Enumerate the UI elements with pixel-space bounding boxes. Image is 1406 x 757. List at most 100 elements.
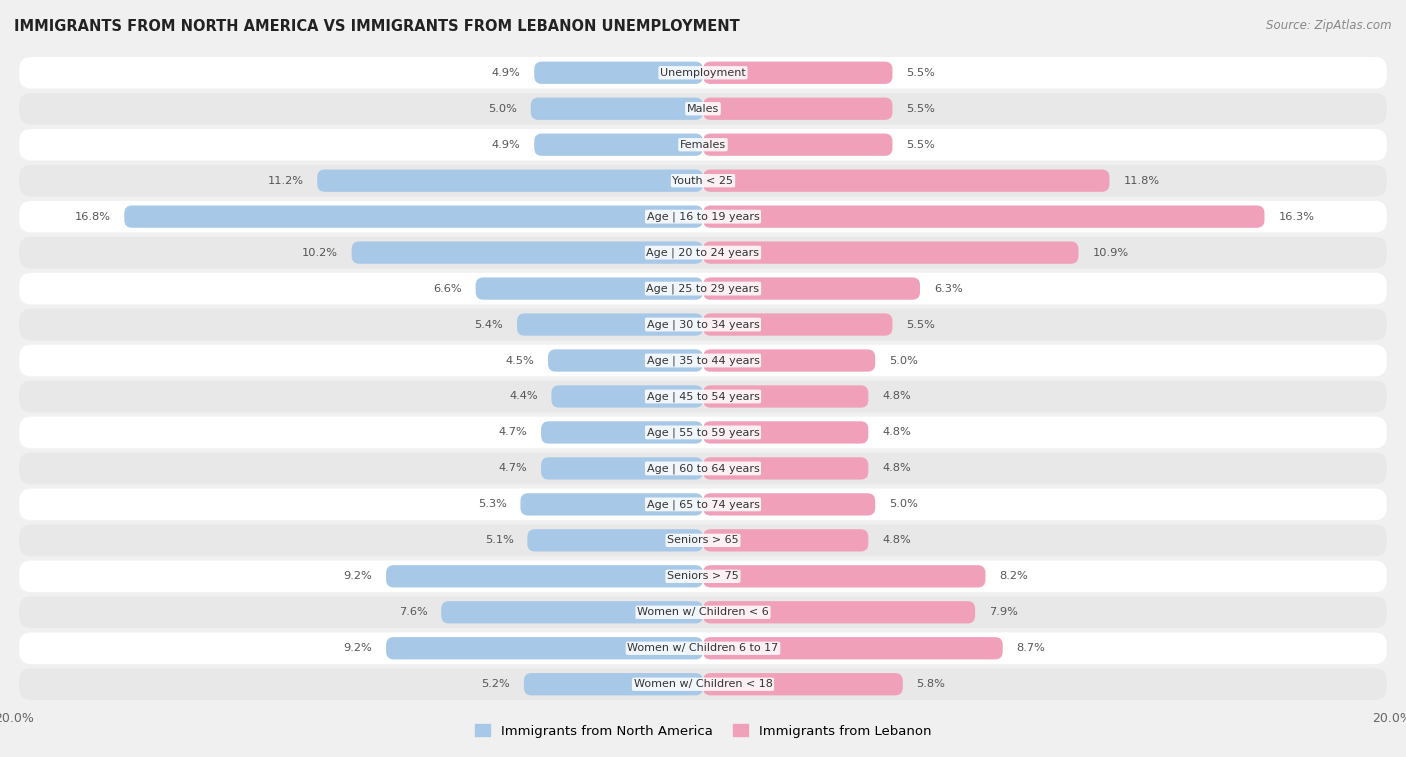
FancyBboxPatch shape [352, 241, 703, 263]
Text: 4.8%: 4.8% [882, 463, 911, 473]
FancyBboxPatch shape [703, 565, 986, 587]
Text: Unemployment: Unemployment [661, 68, 745, 78]
Text: 4.7%: 4.7% [499, 463, 527, 473]
FancyBboxPatch shape [551, 385, 703, 407]
Text: 5.1%: 5.1% [485, 535, 513, 545]
FancyBboxPatch shape [124, 205, 703, 228]
Text: 6.6%: 6.6% [433, 284, 461, 294]
FancyBboxPatch shape [20, 597, 1386, 628]
Text: Youth < 25: Youth < 25 [672, 176, 734, 185]
FancyBboxPatch shape [703, 350, 875, 372]
Text: 5.0%: 5.0% [889, 500, 918, 509]
FancyBboxPatch shape [20, 381, 1386, 413]
Text: 4.8%: 4.8% [882, 428, 911, 438]
FancyBboxPatch shape [534, 61, 703, 84]
Text: 8.7%: 8.7% [1017, 643, 1045, 653]
Text: Age | 55 to 59 years: Age | 55 to 59 years [647, 427, 759, 438]
Text: Males: Males [688, 104, 718, 114]
FancyBboxPatch shape [527, 529, 703, 552]
FancyBboxPatch shape [534, 133, 703, 156]
Text: 4.9%: 4.9% [492, 140, 520, 150]
FancyBboxPatch shape [20, 129, 1386, 160]
FancyBboxPatch shape [703, 422, 869, 444]
FancyBboxPatch shape [20, 273, 1386, 304]
Text: 11.8%: 11.8% [1123, 176, 1160, 185]
Text: 5.5%: 5.5% [907, 104, 935, 114]
Text: 16.3%: 16.3% [1278, 212, 1315, 222]
FancyBboxPatch shape [20, 201, 1386, 232]
Text: Age | 20 to 24 years: Age | 20 to 24 years [647, 248, 759, 258]
FancyBboxPatch shape [703, 61, 893, 84]
Text: 4.7%: 4.7% [499, 428, 527, 438]
Legend: Immigrants from North America, Immigrants from Lebanon: Immigrants from North America, Immigrant… [470, 719, 936, 743]
FancyBboxPatch shape [20, 632, 1386, 664]
Text: 5.5%: 5.5% [907, 68, 935, 78]
Text: 4.8%: 4.8% [882, 391, 911, 401]
FancyBboxPatch shape [703, 277, 920, 300]
FancyBboxPatch shape [703, 205, 1264, 228]
FancyBboxPatch shape [531, 98, 703, 120]
FancyBboxPatch shape [20, 309, 1386, 341]
FancyBboxPatch shape [703, 133, 893, 156]
Text: 5.2%: 5.2% [481, 679, 510, 689]
FancyBboxPatch shape [703, 494, 875, 516]
Text: 4.9%: 4.9% [492, 68, 520, 78]
Text: Seniors > 75: Seniors > 75 [666, 572, 740, 581]
FancyBboxPatch shape [20, 165, 1386, 197]
Text: Age | 16 to 19 years: Age | 16 to 19 years [647, 211, 759, 222]
Text: Women w/ Children 6 to 17: Women w/ Children 6 to 17 [627, 643, 779, 653]
Text: Seniors > 65: Seniors > 65 [668, 535, 738, 545]
Text: 9.2%: 9.2% [343, 572, 373, 581]
Text: 10.9%: 10.9% [1092, 248, 1129, 257]
FancyBboxPatch shape [520, 494, 703, 516]
Text: Age | 60 to 64 years: Age | 60 to 64 years [647, 463, 759, 474]
Text: Females: Females [681, 140, 725, 150]
Text: Women w/ Children < 6: Women w/ Children < 6 [637, 607, 769, 617]
Text: 5.0%: 5.0% [889, 356, 918, 366]
FancyBboxPatch shape [20, 668, 1386, 700]
Text: 11.2%: 11.2% [267, 176, 304, 185]
Text: 5.8%: 5.8% [917, 679, 945, 689]
Text: 6.3%: 6.3% [934, 284, 963, 294]
Text: Age | 65 to 74 years: Age | 65 to 74 years [647, 499, 759, 509]
Text: Source: ZipAtlas.com: Source: ZipAtlas.com [1267, 19, 1392, 32]
Text: 5.0%: 5.0% [488, 104, 517, 114]
Text: 7.9%: 7.9% [988, 607, 1018, 617]
Text: 4.4%: 4.4% [509, 391, 537, 401]
Text: Age | 35 to 44 years: Age | 35 to 44 years [647, 355, 759, 366]
FancyBboxPatch shape [441, 601, 703, 624]
FancyBboxPatch shape [541, 457, 703, 480]
FancyBboxPatch shape [703, 457, 869, 480]
FancyBboxPatch shape [20, 93, 1386, 125]
Text: 16.8%: 16.8% [75, 212, 111, 222]
FancyBboxPatch shape [20, 525, 1386, 556]
FancyBboxPatch shape [387, 637, 703, 659]
Text: 4.5%: 4.5% [506, 356, 534, 366]
FancyBboxPatch shape [703, 673, 903, 696]
FancyBboxPatch shape [318, 170, 703, 192]
FancyBboxPatch shape [541, 422, 703, 444]
FancyBboxPatch shape [20, 560, 1386, 592]
FancyBboxPatch shape [703, 385, 869, 407]
Text: 10.2%: 10.2% [302, 248, 337, 257]
FancyBboxPatch shape [703, 241, 1078, 263]
FancyBboxPatch shape [703, 313, 893, 335]
FancyBboxPatch shape [20, 57, 1386, 89]
FancyBboxPatch shape [20, 488, 1386, 520]
FancyBboxPatch shape [20, 453, 1386, 484]
FancyBboxPatch shape [20, 237, 1386, 269]
FancyBboxPatch shape [703, 601, 976, 624]
FancyBboxPatch shape [703, 529, 869, 552]
FancyBboxPatch shape [548, 350, 703, 372]
Text: 5.4%: 5.4% [474, 319, 503, 329]
FancyBboxPatch shape [703, 98, 893, 120]
Text: 5.5%: 5.5% [907, 140, 935, 150]
Text: Age | 25 to 29 years: Age | 25 to 29 years [647, 283, 759, 294]
FancyBboxPatch shape [517, 313, 703, 335]
FancyBboxPatch shape [524, 673, 703, 696]
FancyBboxPatch shape [20, 344, 1386, 376]
FancyBboxPatch shape [703, 637, 1002, 659]
Text: 8.2%: 8.2% [1000, 572, 1028, 581]
FancyBboxPatch shape [387, 565, 703, 587]
Text: 4.8%: 4.8% [882, 535, 911, 545]
